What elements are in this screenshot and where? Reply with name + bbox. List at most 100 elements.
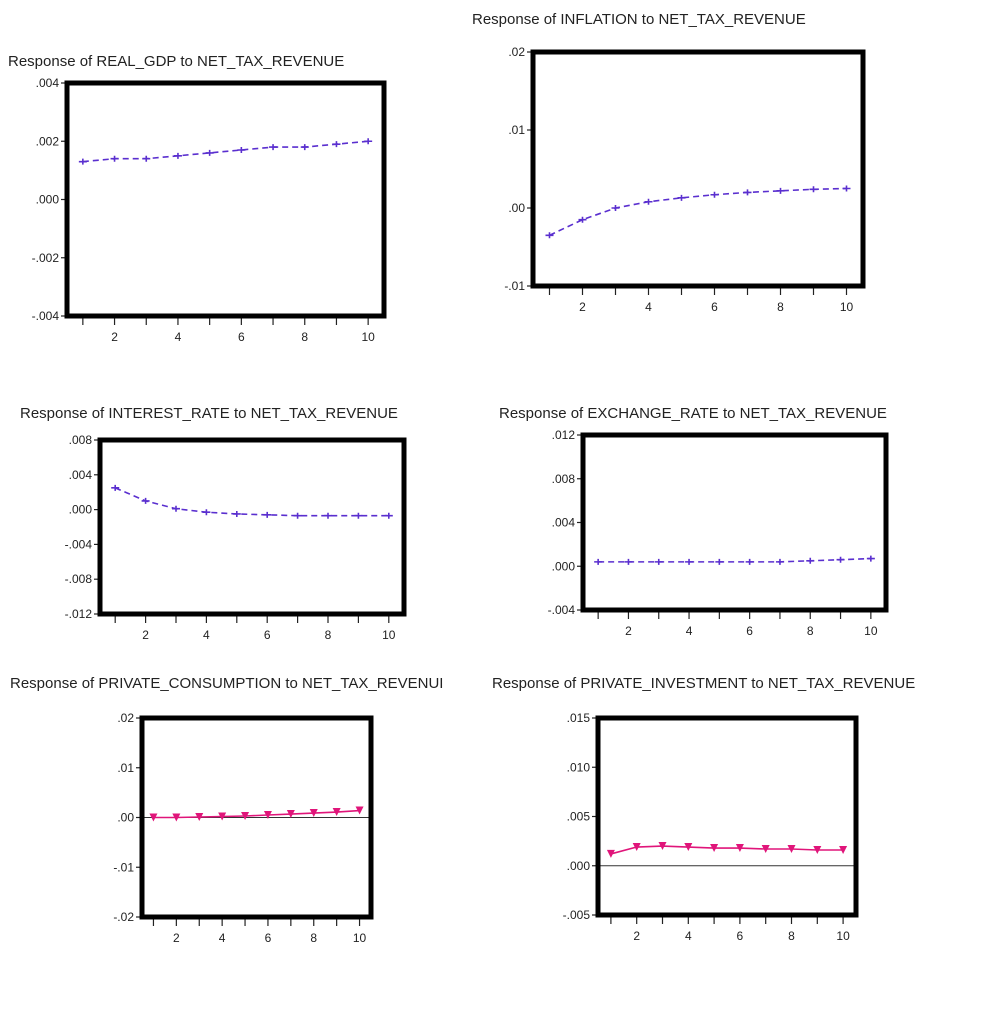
y-tick-label: .004 xyxy=(552,516,576,530)
y-tick-label: .01 xyxy=(508,123,525,137)
chart-title: Response of PRIVATE_INVESTMENT to NET_TA… xyxy=(492,675,915,692)
data-point xyxy=(809,186,818,193)
series-line xyxy=(610,845,844,855)
data-point xyxy=(149,813,158,822)
x-tick-label: 10 xyxy=(382,628,396,642)
data-point xyxy=(866,555,875,562)
plot-frame xyxy=(64,80,387,319)
series-line xyxy=(114,487,389,517)
y-tick-label: .000 xyxy=(36,193,60,207)
data-point xyxy=(332,808,341,817)
data-point xyxy=(237,146,246,153)
y-tick-label: .008 xyxy=(69,433,93,447)
data-point xyxy=(710,844,719,853)
y-tick-label: .005 xyxy=(567,810,591,824)
data-point xyxy=(355,806,364,815)
y-tick-label: .015 xyxy=(567,711,591,725)
data-point xyxy=(624,558,633,565)
x-tick-label: 10 xyxy=(840,300,854,314)
x-tick-label: 6 xyxy=(264,628,271,642)
y-tick-label: .000 xyxy=(567,859,591,873)
chart-title: Response of PRIVATE_CONSUMPTION to NET_T… xyxy=(10,675,443,692)
x-tick-label: 8 xyxy=(788,929,795,943)
x-tick-label: 2 xyxy=(142,628,149,642)
data-point xyxy=(761,845,770,854)
x-tick-label: 4 xyxy=(219,931,226,945)
x-tick-label: 10 xyxy=(361,330,375,344)
chart-panel-2: Response of INFLATION to NET_TAX_REVENUE… xyxy=(472,11,866,314)
chart-panel-6: Response of PRIVATE_INVESTMENT to NET_TA… xyxy=(492,675,915,943)
data-point xyxy=(745,558,754,565)
x-tick-label: 8 xyxy=(325,628,332,642)
data-point xyxy=(205,149,214,156)
y-tick-label: .010 xyxy=(567,760,591,774)
data-point xyxy=(78,158,87,165)
x-tick-label: 8 xyxy=(310,931,317,945)
data-point xyxy=(364,138,373,145)
data-point xyxy=(606,849,615,858)
plot-frame xyxy=(530,49,866,289)
y-tick-label: -.004 xyxy=(548,603,576,617)
y-tick-label: -.004 xyxy=(65,537,93,551)
y-tick-label: .008 xyxy=(552,472,576,486)
data-point xyxy=(300,144,309,151)
series-line xyxy=(549,187,847,237)
y-tick-label: .004 xyxy=(69,468,93,482)
data-point xyxy=(813,845,822,854)
y-tick-label: .01 xyxy=(117,761,134,775)
y-tick-label: .00 xyxy=(508,201,525,215)
y-tick-label: .000 xyxy=(69,503,93,517)
data-point xyxy=(632,843,641,852)
chart-title: Response of INFLATION to NET_TAX_REVENUE xyxy=(472,11,806,28)
data-point xyxy=(658,842,667,851)
x-tick-label: 4 xyxy=(645,300,652,314)
data-point xyxy=(141,497,150,504)
chart-title: Response of EXCHANGE_RATE to NET_TAX_REV… xyxy=(499,405,887,422)
data-point xyxy=(241,812,250,821)
y-tick-label: .012 xyxy=(552,428,576,442)
plot-frame xyxy=(97,437,407,617)
y-tick-label: -.002 xyxy=(32,251,60,265)
x-tick-label: 2 xyxy=(579,300,586,314)
data-point xyxy=(611,205,620,211)
data-point xyxy=(839,845,848,854)
data-point xyxy=(684,843,693,852)
x-tick-label: 4 xyxy=(203,628,210,642)
data-point xyxy=(842,185,851,192)
chart-panel-3: Response of INTEREST_RATE to NET_TAX_REV… xyxy=(20,405,407,642)
data-point xyxy=(743,189,752,196)
data-point xyxy=(354,512,363,519)
data-point xyxy=(269,144,278,151)
data-point xyxy=(677,194,686,201)
chart-panel-4: Response of EXCHANGE_RATE to NET_TAX_REV… xyxy=(499,405,889,638)
data-point xyxy=(195,813,204,822)
data-point xyxy=(173,152,182,159)
chart-title: Response of INTEREST_RATE to NET_TAX_REV… xyxy=(20,405,398,422)
data-point xyxy=(263,511,272,518)
data-point xyxy=(715,558,724,565)
data-point xyxy=(202,509,211,516)
x-tick-label: 6 xyxy=(737,929,744,943)
data-point xyxy=(654,558,663,565)
data-point xyxy=(776,187,785,194)
x-tick-label: 2 xyxy=(625,624,632,638)
x-tick-label: 6 xyxy=(265,931,272,945)
series-line xyxy=(598,557,871,563)
plot-frame xyxy=(595,715,859,918)
y-tick-label: .000 xyxy=(552,559,576,573)
data-point xyxy=(324,512,332,519)
data-point xyxy=(286,810,295,819)
data-point xyxy=(775,558,784,565)
x-tick-label: 6 xyxy=(746,624,753,638)
x-tick-label: 2 xyxy=(111,330,118,344)
data-point xyxy=(384,512,393,519)
chart-panel-1: Response of REAL_GDP to NET_TAX_REVENUE.… xyxy=(8,53,387,344)
data-point xyxy=(787,845,796,854)
data-point xyxy=(263,811,272,820)
x-tick-label: 10 xyxy=(353,931,367,945)
data-point xyxy=(110,155,119,162)
plot-frame xyxy=(580,432,889,613)
x-tick-label: 8 xyxy=(807,624,814,638)
y-tick-label: -.01 xyxy=(504,279,525,293)
